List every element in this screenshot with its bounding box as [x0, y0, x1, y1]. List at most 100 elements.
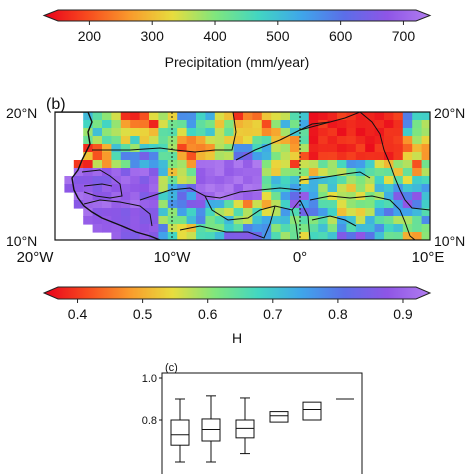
map-cell	[365, 120, 376, 129]
map-cell	[139, 224, 150, 233]
map-cell	[196, 208, 206, 217]
y-tick-label: 0.8	[142, 415, 157, 427]
map-cell	[83, 184, 94, 193]
map-cell	[196, 216, 206, 225]
map-cell	[83, 176, 94, 185]
map-cell	[412, 120, 423, 129]
map-cell	[308, 176, 319, 185]
h-colorbar-label: H	[232, 330, 242, 346]
map-cell	[337, 200, 347, 209]
map-cell	[318, 208, 329, 217]
map-cell	[233, 192, 244, 201]
map-cell	[280, 200, 291, 209]
map-cell	[346, 192, 357, 201]
map-cell	[280, 232, 291, 240]
map-cell	[421, 120, 430, 129]
map-cell	[402, 200, 413, 209]
map-cell	[73, 168, 84, 177]
map-cell	[186, 136, 197, 145]
map-cell	[120, 128, 131, 137]
map-cell	[421, 152, 430, 161]
map-cell	[412, 200, 423, 209]
map-cell	[346, 152, 357, 161]
h-colorbar-tick-label: 0.9	[393, 306, 413, 322]
map-cell	[167, 136, 178, 145]
map-cell	[205, 232, 216, 240]
map-cell	[186, 200, 197, 209]
precip-colorbar-label: Precipitation (mm/year)	[165, 54, 310, 70]
map-cell	[167, 152, 178, 161]
map-cell	[327, 152, 338, 161]
map-cell	[261, 144, 272, 153]
map-cell	[120, 200, 131, 209]
map-cell	[393, 232, 404, 240]
map-cell	[318, 192, 329, 201]
map-cell	[102, 160, 112, 169]
map-cell	[233, 136, 244, 145]
map-cell	[412, 168, 423, 177]
map-cell	[177, 120, 188, 129]
map-cell	[167, 192, 178, 201]
map-cell	[365, 136, 376, 145]
map-cell	[318, 136, 329, 145]
boxplot-panel-label: (c)	[165, 362, 178, 374]
map-cell	[280, 160, 291, 169]
map-cell	[355, 224, 366, 233]
map-cell	[139, 168, 150, 177]
map-cell	[337, 208, 347, 217]
map-cell	[92, 152, 103, 161]
map-cell	[355, 216, 366, 225]
map-cell	[421, 192, 430, 201]
map-cell	[412, 128, 423, 137]
map-cell	[111, 168, 122, 177]
map-panel-label: (b)	[46, 96, 66, 113]
map-cell	[158, 216, 169, 225]
map-cell	[280, 136, 291, 145]
map-cell	[384, 120, 394, 129]
map-meridians	[171, 112, 301, 240]
map-cell	[120, 216, 131, 225]
lat-label-20n: 20°N	[6, 105, 37, 121]
map-cell	[102, 224, 112, 233]
map-cell	[177, 112, 188, 121]
map-cell	[271, 120, 282, 129]
map-cell	[318, 216, 329, 225]
map-cell	[355, 232, 366, 240]
map-cell	[261, 120, 272, 129]
map-cell	[139, 144, 150, 153]
map-cell	[299, 120, 310, 129]
precip-colorbar-tick-label: 600	[329, 28, 353, 44]
map-cell	[83, 208, 94, 217]
precip-colorbar-tick-label: 500	[266, 28, 290, 44]
map-cell	[233, 152, 244, 161]
map-cell	[299, 160, 310, 169]
box-iqr	[170, 419, 190, 446]
map-cell	[412, 112, 423, 121]
map-cell	[149, 232, 159, 240]
map-cell	[261, 224, 272, 233]
map-cell	[421, 160, 430, 169]
map-cell	[92, 208, 103, 217]
map-cell	[83, 152, 94, 161]
border-gambia	[83, 183, 113, 187]
map-cell	[120, 136, 131, 145]
map-cell	[318, 128, 329, 137]
map-cell	[167, 160, 178, 169]
map-cell	[158, 232, 169, 240]
precip-colorbar: 200 300 400 500 600 700 Precipitation (mm/yea…	[42, 9, 432, 70]
map-cell	[271, 152, 282, 161]
map-cell	[233, 176, 244, 185]
map-cell	[412, 184, 423, 193]
map-cell	[139, 136, 150, 145]
map-cell	[167, 216, 178, 225]
map-cell	[111, 176, 122, 185]
map-cell	[393, 160, 404, 169]
map-cell	[355, 208, 366, 217]
map-cell	[261, 192, 272, 201]
map-cell	[158, 136, 169, 145]
map-cell	[402, 120, 413, 129]
map-cell	[346, 136, 357, 145]
map-cell	[130, 176, 141, 185]
map-cell	[252, 112, 263, 121]
border-senegal	[81, 169, 123, 199]
